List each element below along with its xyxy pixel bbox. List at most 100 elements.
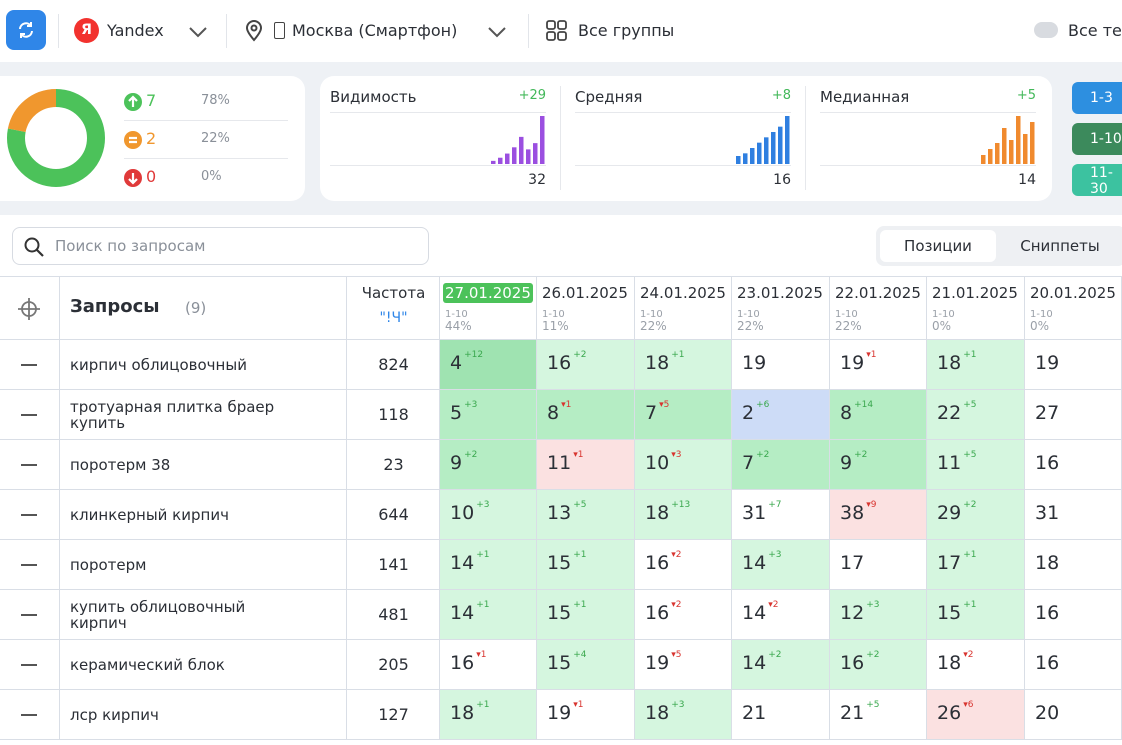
range-button[interactable]: 1-3 <box>1072 82 1122 114</box>
position-value: 18 +13 <box>645 500 691 524</box>
status-glyph <box>128 95 138 107</box>
position-delta: +1 <box>963 550 977 560</box>
position-cell: 10 ▾3 <box>635 440 732 490</box>
position-delta: ▾1 <box>476 650 487 660</box>
row-dash[interactable] <box>21 414 37 416</box>
position-delta: +1 <box>963 350 977 360</box>
query-cell: клинкерный кирпич <box>60 490 347 540</box>
location-icon <box>245 20 263 42</box>
engine-logo: Я <box>74 18 99 43</box>
position-delta: +2 <box>768 650 782 660</box>
query-cell: поротерм 38 <box>60 440 347 490</box>
position-value: 26 ▾6 <box>937 700 974 724</box>
range-button[interactable]: 11-30 <box>1072 164 1122 197</box>
position-cell: 19 ▾1 <box>830 340 927 390</box>
position-value: 17 +1 <box>937 550 977 574</box>
refresh-button[interactable] <box>6 10 46 50</box>
status-icon <box>124 131 142 149</box>
position-cell: 16 <box>1025 640 1122 690</box>
freq-cell: 23 <box>347 440 440 490</box>
status-share: 0% <box>201 169 222 184</box>
tags-toggle[interactable] <box>1034 22 1058 38</box>
freq-type: "!Ч" <box>379 310 408 326</box>
query-cell: керамический блок <box>60 640 347 690</box>
search-placeholder: Поиск по запросам <box>55 237 206 255</box>
query-text: тротуарная плитка браер купить <box>70 397 275 432</box>
position-value: 11 ▾1 <box>547 450 584 474</box>
spark-bar <box>1002 128 1007 164</box>
tab[interactable]: Позиции <box>880 230 996 262</box>
position-cell: 16 +2 <box>537 340 635 390</box>
position-cell: 18 +3 <box>635 690 732 740</box>
donut-segment <box>7 89 105 187</box>
queries-count: (9) <box>185 299 207 317</box>
spark-bar <box>540 116 545 164</box>
spark-bar <box>785 116 790 164</box>
status-share: 22% <box>201 131 230 146</box>
handle <box>36 249 44 257</box>
spark-bar <box>771 132 776 164</box>
position-value: 18 ▾2 <box>937 650 974 674</box>
position-cell: 2 +6 <box>732 390 830 440</box>
row-dash[interactable] <box>21 614 37 616</box>
position-cell: 21 +5 <box>830 690 927 740</box>
position-value: 9 +2 <box>840 450 868 474</box>
position-delta: +13 <box>671 500 691 510</box>
position-cell: 18 +13 <box>635 490 732 540</box>
position-delta: +5 <box>866 700 880 710</box>
freq-title: Частота <box>361 284 426 302</box>
region-select[interactable]: Москва (Смартфон) <box>292 21 458 40</box>
position-value: 16 <box>1035 452 1060 474</box>
date-label: 26.01.2025 <box>542 284 628 302</box>
position-cell: 19 <box>1025 340 1122 390</box>
position-delta: +2 <box>963 500 977 510</box>
row-dash[interactable] <box>21 664 37 666</box>
position-value: 18 <box>1035 552 1060 574</box>
freq-value: 824 <box>378 355 409 374</box>
query-cell: лср кирпич <box>60 690 347 740</box>
spark-bar <box>1016 116 1021 164</box>
position-value: 38 ▾9 <box>840 500 877 524</box>
target-cross <box>18 298 40 320</box>
spark-bar <box>988 149 993 164</box>
freq-cell: 481 <box>347 590 440 640</box>
position-cell: 13 +5 <box>537 490 635 540</box>
position-delta: +6 <box>756 400 770 410</box>
tab[interactable]: Сниппеты <box>1000 230 1120 262</box>
position-delta: +2 <box>756 450 770 460</box>
card-rule <box>820 112 1036 113</box>
status-glyph <box>129 136 137 144</box>
target-header <box>0 276 60 340</box>
position-value: 8 +14 <box>840 400 874 424</box>
card-baseline <box>575 165 791 166</box>
position-cell: 18 +1 <box>635 340 732 390</box>
range-button[interactable]: 1-10 <box>1072 123 1122 155</box>
row-dash[interactable] <box>21 514 37 516</box>
separator <box>528 14 529 48</box>
spark-bar <box>736 156 741 164</box>
row-dash[interactable] <box>21 464 37 466</box>
position-value: 19 <box>1035 352 1060 374</box>
position-value: 16 +2 <box>547 350 587 374</box>
row-dash[interactable] <box>21 714 37 716</box>
position-value: 18 +1 <box>937 350 977 374</box>
position-value: 18 +3 <box>645 700 685 724</box>
position-value: 7 +2 <box>742 450 770 474</box>
groups-select[interactable]: Все группы <box>578 21 675 40</box>
card-baseline <box>820 165 1036 166</box>
row-dash[interactable] <box>21 564 37 566</box>
position-delta: +3 <box>671 700 685 710</box>
card-title: Видимость <box>330 88 417 106</box>
donut-chart <box>7 89 105 187</box>
date-header: 27.01.2025 1-10 44% <box>440 276 537 340</box>
position-delta: +1 <box>671 350 685 360</box>
position-cell: 27 <box>1025 390 1122 440</box>
phone-icon <box>274 22 285 39</box>
position-delta: +5 <box>963 400 977 410</box>
row-dash[interactable] <box>21 364 37 366</box>
search-box[interactable]: Поиск по запросам <box>12 227 429 265</box>
position-value: 16 ▾2 <box>645 550 682 574</box>
spark-bar <box>757 142 762 164</box>
date-header: 21.01.2025 1-10 0% <box>927 276 1025 340</box>
date-share: 11% <box>542 319 569 333</box>
